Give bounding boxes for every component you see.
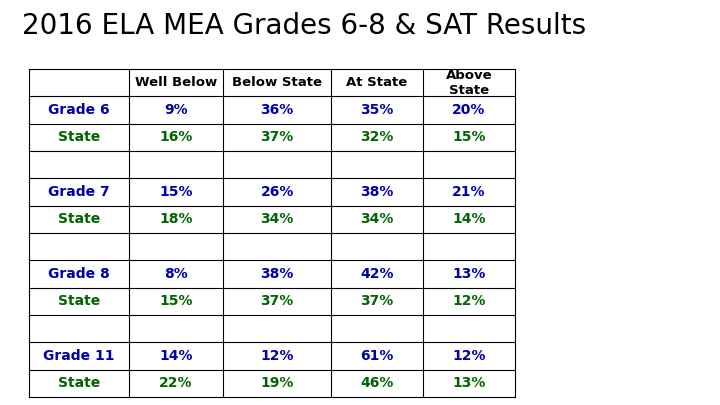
- Text: Grade 7: Grade 7: [48, 185, 109, 199]
- Text: 22%: 22%: [159, 376, 193, 390]
- Text: Grade 6: Grade 6: [48, 103, 109, 117]
- Text: 38%: 38%: [361, 185, 394, 199]
- Text: Well Below: Well Below: [135, 76, 217, 89]
- Text: State: State: [58, 130, 100, 144]
- Text: 14%: 14%: [452, 212, 486, 226]
- Text: Grade 11: Grade 11: [43, 349, 114, 363]
- Text: 61%: 61%: [361, 349, 394, 363]
- Text: 15%: 15%: [452, 130, 486, 144]
- Text: State: State: [58, 294, 100, 308]
- Text: 15%: 15%: [159, 185, 193, 199]
- Text: 18%: 18%: [159, 212, 193, 226]
- Text: 37%: 37%: [361, 294, 394, 308]
- Text: 42%: 42%: [360, 267, 394, 281]
- Text: State: State: [58, 376, 100, 390]
- Text: 13%: 13%: [452, 376, 485, 390]
- Text: 46%: 46%: [361, 376, 394, 390]
- Text: 37%: 37%: [261, 294, 294, 308]
- Text: Grade 8: Grade 8: [48, 267, 109, 281]
- Text: 12%: 12%: [261, 349, 294, 363]
- Text: State: State: [58, 212, 100, 226]
- Text: 32%: 32%: [361, 130, 394, 144]
- Text: 12%: 12%: [452, 294, 486, 308]
- Text: 35%: 35%: [361, 103, 394, 117]
- Text: 34%: 34%: [361, 212, 394, 226]
- Text: At State: At State: [346, 76, 408, 89]
- Text: 38%: 38%: [261, 267, 294, 281]
- Text: 34%: 34%: [261, 212, 294, 226]
- Text: 15%: 15%: [159, 294, 193, 308]
- Text: 9%: 9%: [164, 103, 188, 117]
- Text: 21%: 21%: [452, 185, 486, 199]
- Text: 26%: 26%: [261, 185, 294, 199]
- Text: 2016 ELA MEA Grades 6-8 & SAT Results: 2016 ELA MEA Grades 6-8 & SAT Results: [22, 12, 586, 40]
- Text: 37%: 37%: [261, 130, 294, 144]
- Text: 19%: 19%: [261, 376, 294, 390]
- Text: Above
State: Above State: [446, 68, 492, 96]
- Text: Below State: Below State: [232, 76, 322, 89]
- Text: 13%: 13%: [452, 267, 485, 281]
- Text: 16%: 16%: [159, 130, 193, 144]
- Text: 20%: 20%: [452, 103, 485, 117]
- Text: 12%: 12%: [452, 349, 486, 363]
- Text: 8%: 8%: [164, 267, 188, 281]
- Text: 36%: 36%: [261, 103, 294, 117]
- Text: 14%: 14%: [159, 349, 193, 363]
